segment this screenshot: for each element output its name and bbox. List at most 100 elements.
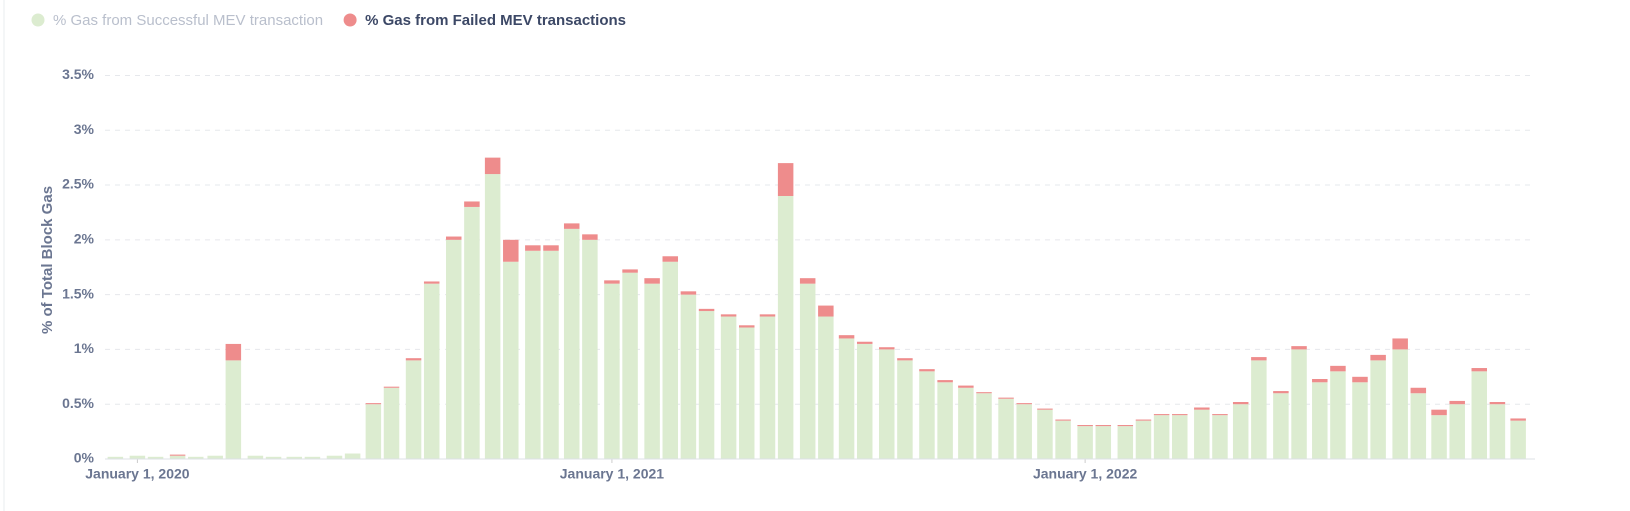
bar-segment bbox=[1410, 387, 1427, 394]
bar-segment bbox=[1153, 415, 1170, 459]
bar-segment bbox=[365, 404, 382, 459]
legend-label: % Gas from Successful MEV transaction bbox=[53, 12, 323, 29]
bar-segment bbox=[1135, 420, 1152, 459]
bar-segment bbox=[680, 291, 697, 295]
legend-label: % Gas from Failed MEV transactions bbox=[365, 12, 626, 29]
bar-segment bbox=[1510, 420, 1526, 459]
bar-segment bbox=[503, 239, 519, 262]
bar-segment bbox=[423, 283, 440, 459]
x-tick-label: January 1, 2022 bbox=[1033, 466, 1138, 482]
bar-segment bbox=[543, 245, 559, 251]
bar-segment bbox=[976, 393, 992, 459]
bar-segment bbox=[1117, 426, 1134, 459]
bar-segment bbox=[464, 201, 480, 207]
bar-segment bbox=[129, 455, 146, 459]
bar-segment bbox=[818, 305, 834, 317]
bar-segment bbox=[759, 316, 776, 459]
legend-swatch bbox=[31, 13, 45, 27]
bar-segment bbox=[622, 272, 638, 459]
legend-item[interactable]: % Gas from Successful MEV transaction bbox=[31, 12, 324, 29]
bar-segment bbox=[1172, 414, 1188, 416]
bar-segment bbox=[919, 371, 935, 459]
bar-segment bbox=[1312, 382, 1328, 459]
bar-segment bbox=[207, 455, 223, 459]
bar-segment bbox=[1212, 414, 1228, 416]
bar-segment bbox=[1489, 402, 1506, 405]
y-tick-label: 2.5% bbox=[62, 176, 94, 192]
bar-segment bbox=[1291, 349, 1307, 459]
bar-segment bbox=[1471, 371, 1488, 459]
bar-segment bbox=[1251, 357, 1267, 361]
bar-segment bbox=[107, 456, 124, 459]
bar-segment bbox=[644, 283, 660, 459]
bar-segment bbox=[1510, 418, 1526, 421]
legend-item[interactable]: % Gas from Failed MEV transactions bbox=[343, 12, 626, 29]
bar-segment bbox=[484, 157, 501, 175]
bar-segment bbox=[1077, 425, 1093, 427]
bar-segment bbox=[525, 245, 541, 251]
bar-segment bbox=[738, 327, 755, 459]
bar-segment bbox=[738, 325, 755, 328]
bar-segment bbox=[1312, 379, 1328, 383]
x-tick-label: January 1, 2020 bbox=[85, 466, 190, 482]
bar-segment bbox=[759, 314, 776, 317]
bar-segment bbox=[405, 360, 422, 459]
bar-segment bbox=[604, 280, 620, 284]
bar-segment bbox=[879, 349, 895, 459]
bar-segment bbox=[543, 250, 559, 459]
bar-segment bbox=[1135, 419, 1152, 421]
bar-segment bbox=[383, 387, 400, 459]
bar-segment bbox=[1232, 402, 1249, 405]
bar-segment bbox=[838, 335, 855, 339]
bar-segment bbox=[1117, 425, 1134, 427]
bar-segment bbox=[622, 269, 638, 273]
bar-segment bbox=[1194, 409, 1210, 459]
bar-segment bbox=[383, 386, 400, 388]
bar-segment bbox=[1095, 425, 1112, 427]
y-tick-label: 2% bbox=[74, 231, 95, 247]
bar-segment bbox=[958, 387, 974, 459]
bar-segment bbox=[326, 455, 343, 459]
bar-segment bbox=[720, 316, 737, 459]
bar-segment bbox=[1410, 393, 1427, 459]
bar-segment bbox=[856, 343, 873, 459]
bar-segment bbox=[662, 256, 679, 262]
bar-segment bbox=[1016, 404, 1032, 459]
bar-segment bbox=[919, 369, 935, 372]
bar-segment bbox=[1095, 426, 1112, 459]
bar-segment bbox=[344, 453, 361, 459]
bar-segment bbox=[1232, 404, 1249, 459]
bar-segment bbox=[698, 308, 715, 312]
bar-segment bbox=[644, 278, 660, 284]
bar-segment bbox=[405, 358, 422, 361]
bar-segment bbox=[503, 261, 519, 459]
bar-segment bbox=[1291, 346, 1307, 350]
bar-segment bbox=[1471, 368, 1488, 372]
bar-segment bbox=[265, 456, 282, 459]
bar-segment bbox=[777, 195, 794, 459]
bar-segment bbox=[1449, 404, 1465, 459]
bar-segment bbox=[604, 283, 620, 459]
bar-segment bbox=[1172, 415, 1188, 459]
bar-segment bbox=[464, 206, 480, 459]
bar-segment bbox=[1212, 415, 1228, 459]
bar-segment bbox=[1431, 409, 1447, 416]
bar-segment bbox=[1194, 407, 1210, 410]
bar-segment bbox=[1251, 360, 1267, 459]
bar-segment bbox=[525, 250, 541, 459]
bar-segment bbox=[225, 343, 242, 361]
bar-segment bbox=[937, 382, 953, 459]
bar-segment bbox=[1392, 338, 1408, 350]
bar-segment bbox=[1055, 419, 1071, 421]
y-tick-label: 0.5% bbox=[62, 395, 94, 411]
bar-segment bbox=[1077, 426, 1093, 459]
y-axis-label: % of Total Block Gas bbox=[39, 186, 56, 334]
bar-segment bbox=[563, 228, 580, 459]
bar-segment bbox=[1370, 360, 1386, 459]
bar-segment bbox=[286, 456, 303, 459]
bar-segment bbox=[838, 338, 855, 459]
legend-swatch bbox=[343, 13, 357, 27]
y-tick-label: 0% bbox=[74, 450, 95, 466]
bar-segment bbox=[365, 403, 382, 405]
bar-segment bbox=[998, 397, 1014, 399]
